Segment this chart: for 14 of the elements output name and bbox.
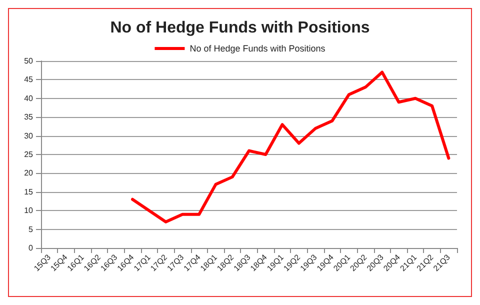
y-tick-label: 40: [24, 94, 34, 103]
y-tick-label: 45: [24, 75, 34, 84]
chart-title: No of Hedge Funds with Positions: [110, 20, 370, 36]
y-tick-label: 5: [28, 224, 34, 234]
y-tick-label: 50: [24, 56, 34, 66]
y-tick-label: 10: [24, 206, 34, 216]
legend-label: No of Hedge Funds with Positions: [190, 44, 326, 54]
y-tick-label: 0: [28, 244, 34, 252]
line-series: [131, 70, 450, 224]
y-tick-label: 25: [24, 150, 34, 159]
y-tick-label: 20: [24, 168, 34, 178]
y-tick-label: 30: [24, 131, 34, 140]
y-tick-label: 35: [24, 112, 34, 122]
y-tick-label: 15: [24, 187, 34, 196]
